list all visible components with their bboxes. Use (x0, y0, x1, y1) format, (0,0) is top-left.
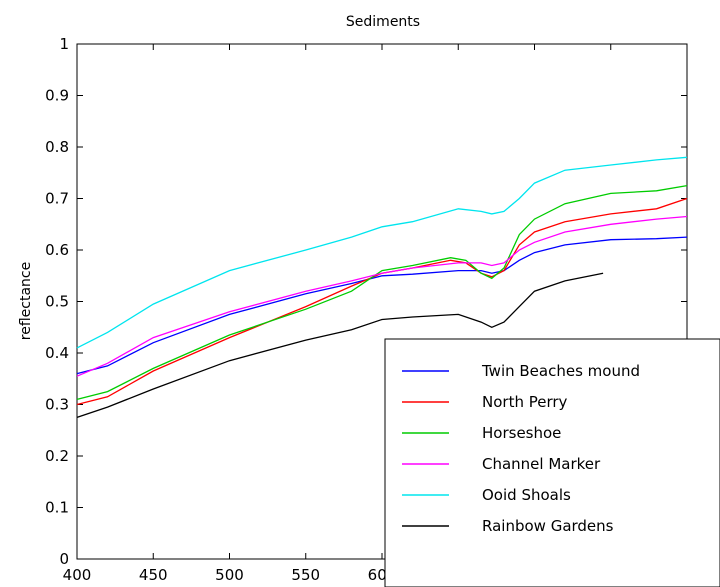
y-tick-label: 0.3 (45, 396, 69, 414)
legend-label-6: Rainbow Gardens (482, 517, 614, 535)
chart-title: Sediments (346, 14, 420, 30)
y-tick-label: 0.4 (45, 344, 69, 362)
x-tick-label: 500 (215, 566, 244, 584)
legend: Twin Beaches mound North Perry Horseshoe Ch… (384, 338, 720, 587)
y-tick-label: 0.5 (45, 293, 69, 311)
series-line-5 (76, 156, 688, 349)
x-tick-label: 400 (63, 566, 92, 584)
y-tick-label: 1 (59, 35, 69, 53)
plot-area: 40045050055060065070075080000.10.20.30.4… (45, 35, 720, 587)
series-line-1 (76, 236, 688, 375)
legend-label-2: North Perry (482, 393, 568, 411)
legend-label-4: Channel Marker (482, 455, 601, 473)
legend-box (384, 338, 720, 587)
series-line-6 (76, 272, 604, 419)
y-tick-label: 0.7 (45, 190, 69, 208)
legend-label-3: Horseshoe (482, 424, 561, 442)
y-tick-label: 0.9 (45, 87, 69, 105)
y-tick-label: 0.8 (45, 138, 69, 156)
y-tick-label: 0.6 (45, 241, 69, 259)
series-line-4 (76, 215, 688, 377)
legend-label-1: Twin Beaches mound (481, 362, 640, 380)
x-tick-label: 550 (291, 566, 320, 584)
series-line-3 (76, 184, 688, 401)
x-tick-label: 450 (139, 566, 168, 584)
y-tick-label: 0.2 (45, 447, 69, 465)
y-axis-label: reflectance (18, 262, 34, 340)
legend-label-5: Ooid Shoals (482, 486, 571, 504)
y-tick-label: 0 (59, 550, 69, 568)
y-tick-label: 0.1 (45, 499, 69, 517)
